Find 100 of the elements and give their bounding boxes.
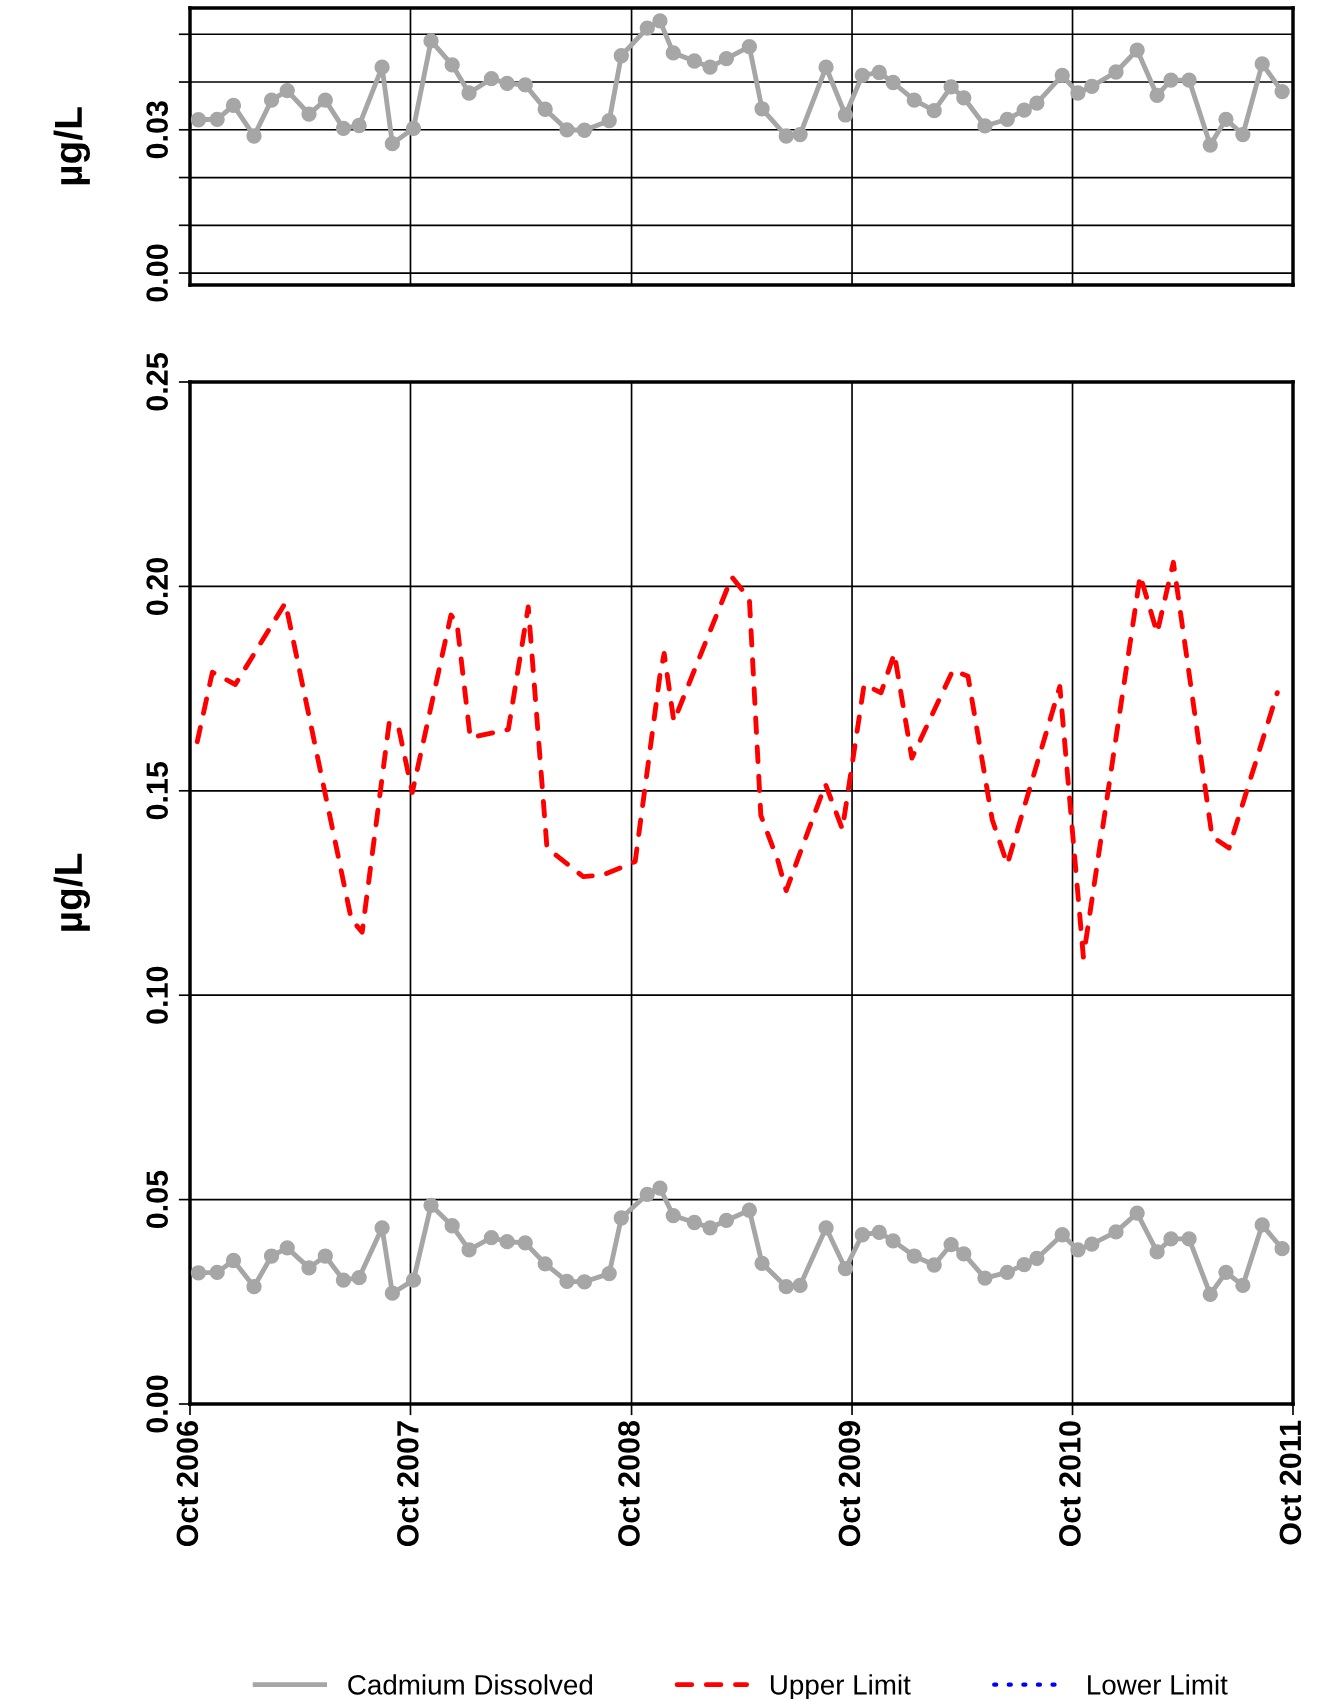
y-tick-label: 0.00 xyxy=(146,1375,168,1433)
point xyxy=(1054,67,1070,83)
point xyxy=(956,90,972,106)
x-tick-label: Oct 2008 xyxy=(618,1420,640,1547)
point xyxy=(301,1260,317,1276)
point xyxy=(1202,1286,1218,1303)
point xyxy=(461,85,477,101)
point xyxy=(279,82,295,99)
point xyxy=(613,48,629,64)
point xyxy=(906,92,922,108)
point xyxy=(639,20,655,36)
point xyxy=(1254,1217,1270,1233)
point xyxy=(537,101,553,117)
point xyxy=(665,1207,681,1224)
point xyxy=(559,122,575,138)
point xyxy=(405,1272,422,1288)
point xyxy=(885,1233,901,1249)
point xyxy=(926,103,942,119)
point xyxy=(423,1197,439,1213)
point xyxy=(209,1264,225,1281)
point xyxy=(576,122,593,138)
point xyxy=(818,59,834,75)
point xyxy=(601,113,617,129)
point xyxy=(778,128,794,144)
point xyxy=(301,106,317,122)
point xyxy=(837,107,854,123)
point xyxy=(461,1242,477,1258)
point xyxy=(718,50,735,67)
point xyxy=(517,77,533,93)
point xyxy=(943,79,959,95)
point xyxy=(652,13,668,29)
point xyxy=(1016,1256,1032,1273)
point xyxy=(686,53,703,69)
point xyxy=(999,1264,1015,1281)
point xyxy=(1129,42,1145,58)
line-series xyxy=(194,559,1280,960)
point xyxy=(837,1261,854,1277)
point xyxy=(263,92,280,108)
point xyxy=(906,1248,922,1264)
point xyxy=(1070,85,1086,101)
point xyxy=(351,1270,367,1286)
point xyxy=(1218,1264,1234,1281)
x-tick-label: Oct 2009 xyxy=(838,1421,861,1547)
point xyxy=(517,1235,533,1251)
point xyxy=(792,1277,808,1294)
point xyxy=(1029,1250,1045,1267)
point xyxy=(483,71,500,87)
point xyxy=(999,111,1015,127)
point xyxy=(1181,1231,1197,1247)
point xyxy=(956,1246,972,1262)
legend-label: Cadmium Dissolved xyxy=(348,1674,593,1695)
y-tick-label: 0.05 xyxy=(146,1170,168,1229)
point xyxy=(686,1214,703,1231)
y-axis-title: µg/L xyxy=(53,853,90,931)
point xyxy=(854,1227,870,1243)
y-tick-label: 0.20 xyxy=(146,557,168,615)
point xyxy=(1108,64,1124,80)
point xyxy=(854,67,870,83)
point xyxy=(1108,1224,1124,1240)
point xyxy=(665,45,681,61)
point xyxy=(317,92,333,108)
y-tick-label: 0.00 xyxy=(146,244,168,302)
point xyxy=(190,1265,207,1281)
point xyxy=(263,1248,280,1264)
point xyxy=(559,1273,575,1289)
point xyxy=(190,112,207,128)
point xyxy=(1163,1231,1179,1247)
point xyxy=(741,1202,757,1218)
point xyxy=(384,135,400,152)
point xyxy=(499,1234,515,1250)
point xyxy=(1149,87,1165,104)
point xyxy=(1054,1227,1070,1243)
point xyxy=(374,1220,390,1236)
point xyxy=(1181,72,1197,88)
point xyxy=(279,1240,295,1256)
point xyxy=(1218,111,1234,127)
point xyxy=(1254,56,1270,72)
point xyxy=(977,1270,993,1286)
point xyxy=(754,1255,770,1272)
point xyxy=(537,1256,553,1272)
x-tick-label: Oct 2006 xyxy=(176,1421,199,1547)
point xyxy=(1274,1241,1290,1257)
point xyxy=(1202,137,1218,153)
point xyxy=(209,111,225,127)
point xyxy=(1070,1242,1086,1258)
point xyxy=(246,1279,262,1295)
point xyxy=(871,64,887,81)
point xyxy=(818,1220,834,1236)
point xyxy=(423,33,439,49)
point xyxy=(652,1180,668,1196)
point xyxy=(1235,1277,1251,1294)
point xyxy=(1016,102,1032,118)
point xyxy=(576,1274,593,1290)
point xyxy=(246,128,262,144)
point xyxy=(754,101,770,117)
point xyxy=(1149,1244,1165,1260)
x-tick-label: Oct 2011 xyxy=(1279,1420,1302,1545)
point xyxy=(601,1265,617,1282)
point xyxy=(639,1186,655,1202)
point xyxy=(702,1220,718,1236)
